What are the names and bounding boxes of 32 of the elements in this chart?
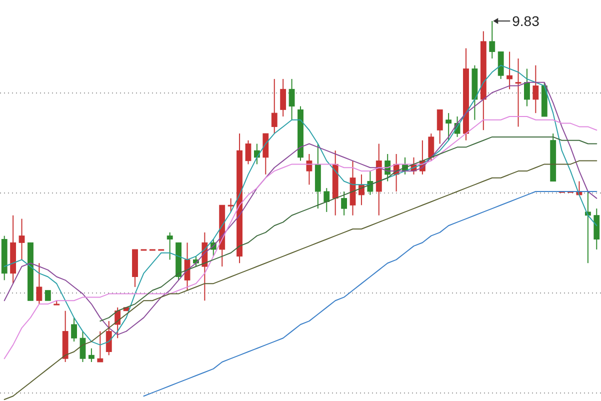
candlestick — [106, 320, 112, 356]
candlestick — [166, 232, 173, 260]
candlestick — [44, 290, 51, 302]
candlestick — [306, 153, 312, 186]
candlestick — [532, 64, 539, 114]
candlestick — [498, 51, 504, 80]
candlestick — [271, 78, 278, 134]
candlestick — [324, 188, 330, 212]
candlestick — [245, 140, 252, 165]
candlestick — [184, 242, 190, 291]
candlestick — [288, 78, 295, 120]
candlestick — [88, 348, 94, 362]
candlestick — [524, 68, 530, 107]
candlestick — [18, 218, 25, 260]
candlestick — [341, 191, 347, 216]
candlestick — [97, 330, 104, 362]
candlestick — [594, 208, 600, 250]
candlestick — [262, 133, 269, 175]
candlestick — [280, 78, 286, 117]
candlestick — [489, 20, 496, 60]
candlestick — [436, 109, 443, 144]
candlestick — [71, 317, 77, 342]
candlestick — [80, 330, 86, 362]
candlestick — [36, 262, 42, 305]
candlestick — [367, 170, 374, 196]
candlestick — [515, 58, 522, 128]
candlestick — [506, 51, 512, 90]
annotation: 9.83 — [512, 13, 540, 29]
candlestick — [228, 198, 234, 212]
candlestick — [428, 133, 434, 162]
candlestick — [446, 112, 452, 141]
candlestick — [114, 306, 121, 339]
